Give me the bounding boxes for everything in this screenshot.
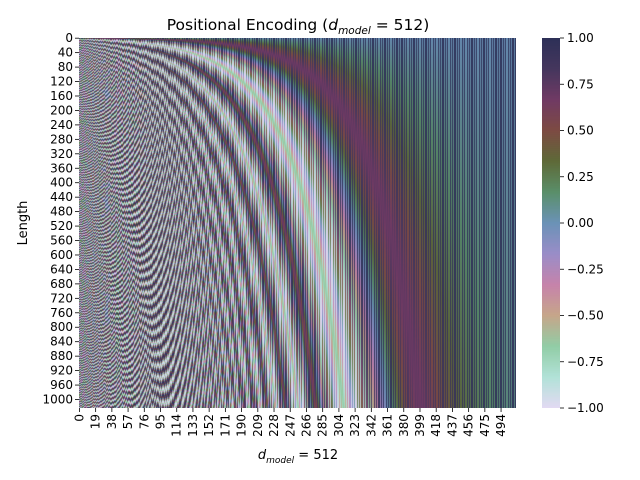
y-tick-label: 880 (50, 349, 73, 363)
x-tick-label: 399 (413, 414, 427, 437)
chart-title: Positional Encoding (dmodel = 512) (167, 16, 430, 37)
y-tick-label: 760 (50, 306, 73, 320)
x-axis-label: dmodel = 512 (258, 448, 338, 466)
y-tick-label: 480 (50, 205, 73, 219)
x-tick-label: 95 (154, 414, 168, 429)
x-tick-label: 304 (332, 414, 346, 437)
colorbar-tick-label: 0.00 (567, 216, 594, 230)
x-tick-label: 285 (316, 414, 330, 437)
y-tick-label: 80 (58, 60, 73, 74)
y-tick-label: 920 (50, 364, 73, 378)
x-tick-label: 342 (364, 414, 378, 437)
y-tick-label: 40 (58, 46, 73, 60)
y-tick-label: 120 (50, 75, 73, 89)
colorbar-tick-label: −0.25 (567, 262, 604, 276)
x-tick-label: 133 (186, 414, 200, 437)
x-tick-label: 380 (397, 414, 411, 437)
x-tick-label: 190 (235, 414, 249, 437)
x-tick-label: 0 (72, 414, 86, 422)
y-tick-label: 200 (50, 103, 73, 117)
y-tick-label: 680 (50, 277, 73, 291)
y-tick-label: 160 (50, 89, 73, 103)
x-tick-label: 494 (494, 414, 508, 437)
y-axis-label: Length (16, 201, 31, 246)
colorbar-tick-label: −0.75 (567, 355, 604, 369)
y-tick-label: 960 (50, 378, 73, 392)
x-tick-label: 361 (381, 414, 395, 437)
x-tick-label: 456 (462, 414, 476, 437)
colorbar (542, 38, 560, 408)
heatmap (79, 38, 516, 408)
x-tick-label: 152 (202, 414, 216, 437)
x-tick-label: 209 (251, 414, 265, 437)
colorbar-tick-label: −0.50 (567, 309, 604, 323)
y-tick-label: 1000 (42, 393, 73, 407)
colorbar-tick-label: 0.50 (567, 124, 594, 138)
y-tick-label: 800 (50, 320, 73, 334)
x-tick-label: 418 (429, 414, 443, 437)
y-tick-label: 600 (50, 248, 73, 262)
x-tick-label: 266 (299, 414, 313, 437)
x-tick-label: 57 (121, 414, 135, 429)
x-tick-label: 437 (445, 414, 459, 437)
x-tick-label: 76 (137, 414, 151, 429)
colorbar-tick-label: 1.00 (567, 31, 594, 45)
y-tick-label: 520 (50, 219, 73, 233)
x-tick-label: 19 (89, 414, 103, 429)
colorbar-tick-label: 0.25 (567, 170, 594, 184)
y-axis-ticks: 0408012016020024028032036040044048052056… (42, 31, 79, 407)
y-tick-label: 240 (50, 118, 73, 132)
y-tick-label: 720 (50, 291, 73, 305)
x-tick-label: 171 (218, 414, 232, 437)
x-tick-label: 247 (283, 414, 297, 437)
y-tick-label: 280 (50, 132, 73, 146)
colorbar-tick-label: 0.75 (567, 77, 594, 91)
y-tick-label: 560 (50, 234, 73, 248)
y-tick-label: 360 (50, 161, 73, 175)
y-tick-label: 840 (50, 335, 73, 349)
y-tick-label: 440 (50, 190, 73, 204)
y-tick-label: 400 (50, 176, 73, 190)
colorbar-ticks: 1.00 0.75 0.50 0.25 0.00 −0.25 −0.50 −0.75 −1.00 (560, 31, 604, 415)
x-axis-ticks: 0 19 38 57 76 95 114 133 152 171 190 209 228 247 266 28… (72, 408, 508, 437)
x-tick-label: 38 (105, 414, 119, 429)
colorbar-tick-label: −1.00 (567, 401, 604, 415)
colorbar-canvas (542, 38, 560, 408)
x-tick-label: 323 (348, 414, 362, 437)
y-tick-label: 640 (50, 262, 73, 276)
x-tick-label: 228 (267, 414, 281, 437)
y-tick-label: 0 (65, 31, 73, 45)
x-tick-label: 114 (170, 414, 184, 437)
y-tick-label: 320 (50, 147, 73, 161)
x-tick-label: 475 (478, 414, 492, 437)
heatmap-canvas (79, 38, 516, 408)
